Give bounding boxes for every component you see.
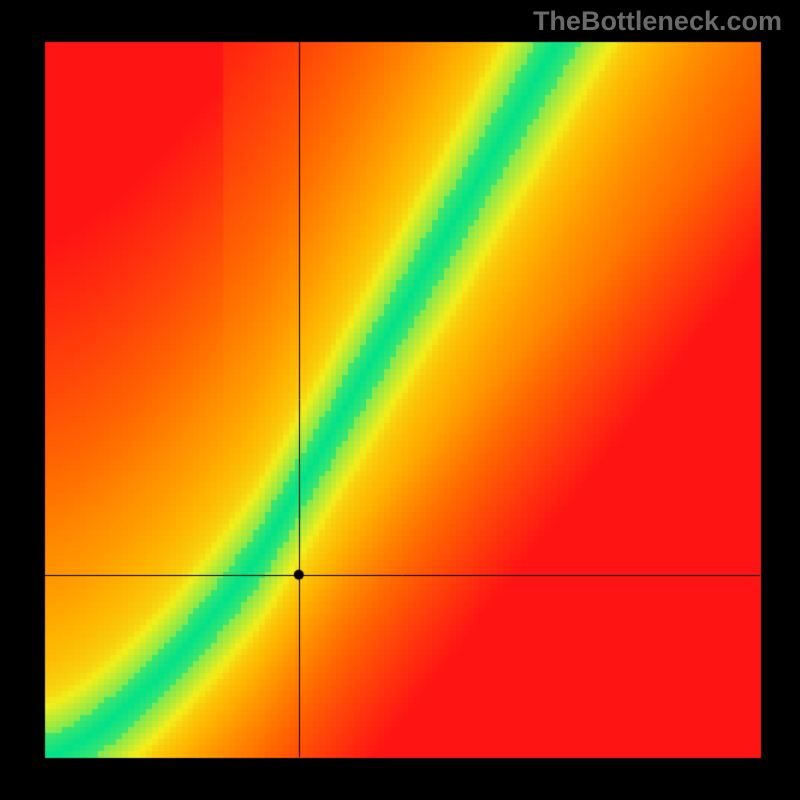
heatmap-container: TheBottleneck.com: [0, 0, 800, 800]
watermark-text: TheBottleneck.com: [533, 6, 782, 37]
bottleneck-heatmap: [0, 0, 800, 800]
